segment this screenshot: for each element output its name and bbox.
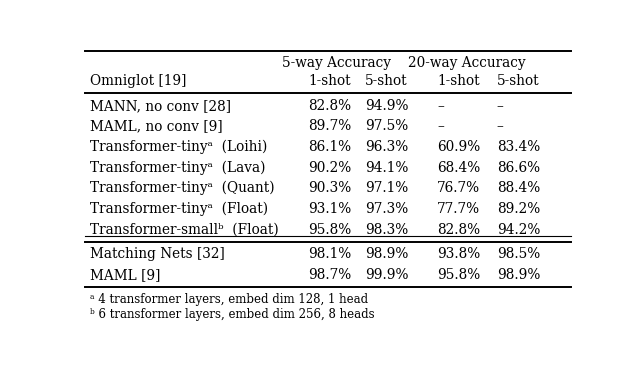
Text: –: –	[497, 99, 504, 113]
Text: 20-way Accuracy: 20-way Accuracy	[408, 57, 525, 70]
Text: 98.3%: 98.3%	[365, 222, 408, 237]
Text: 98.5%: 98.5%	[497, 247, 540, 261]
Text: 60.9%: 60.9%	[437, 140, 481, 154]
Text: 96.3%: 96.3%	[365, 140, 408, 154]
Text: 82.8%: 82.8%	[437, 222, 480, 237]
Text: 98.9%: 98.9%	[497, 268, 540, 282]
Text: 1-shot: 1-shot	[308, 74, 351, 88]
Text: 97.5%: 97.5%	[365, 119, 408, 133]
Text: –: –	[437, 99, 444, 113]
Text: MAML [9]: MAML [9]	[90, 268, 160, 282]
Text: Matching Nets [32]: Matching Nets [32]	[90, 247, 225, 261]
Text: Transformer-tinyᵃ  (Float): Transformer-tinyᵃ (Float)	[90, 202, 268, 216]
Text: 83.4%: 83.4%	[497, 140, 540, 154]
Text: 5-way Accuracy: 5-way Accuracy	[282, 57, 392, 70]
Text: MAML, no conv [9]: MAML, no conv [9]	[90, 119, 223, 133]
Text: 86.6%: 86.6%	[497, 161, 540, 175]
Text: 90.2%: 90.2%	[308, 161, 351, 175]
Text: 98.1%: 98.1%	[308, 247, 351, 261]
Text: 99.9%: 99.9%	[365, 268, 409, 282]
Text: ᵃ 4 transformer layers, embed dim 128, 1 head: ᵃ 4 transformer layers, embed dim 128, 1…	[90, 293, 368, 306]
Text: 94.1%: 94.1%	[365, 161, 408, 175]
Text: 89.7%: 89.7%	[308, 119, 351, 133]
Text: Omniglot [19]: Omniglot [19]	[90, 74, 186, 88]
Text: Transformer-smallᵇ  (Float): Transformer-smallᵇ (Float)	[90, 222, 278, 237]
Text: 5-shot: 5-shot	[365, 74, 408, 88]
Text: 97.3%: 97.3%	[365, 202, 408, 216]
Text: Transformer-tinyᵃ  (Quant): Transformer-tinyᵃ (Quant)	[90, 181, 275, 196]
Text: 94.2%: 94.2%	[497, 222, 540, 237]
Text: 98.7%: 98.7%	[308, 268, 351, 282]
Text: 77.7%: 77.7%	[437, 202, 480, 216]
Text: 93.8%: 93.8%	[437, 247, 481, 261]
Text: 5-shot: 5-shot	[497, 74, 540, 88]
Text: 86.1%: 86.1%	[308, 140, 351, 154]
Text: 68.4%: 68.4%	[437, 161, 481, 175]
Text: –: –	[497, 119, 504, 133]
Text: 93.1%: 93.1%	[308, 202, 351, 216]
Text: Transformer-tinyᵃ  (Lava): Transformer-tinyᵃ (Lava)	[90, 160, 266, 175]
Text: 82.8%: 82.8%	[308, 99, 351, 113]
Text: 94.9%: 94.9%	[365, 99, 409, 113]
Text: 98.9%: 98.9%	[365, 247, 408, 261]
Text: 97.1%: 97.1%	[365, 181, 408, 195]
Text: ᵇ 6 transformer layers, embed dim 256, 8 heads: ᵇ 6 transformer layers, embed dim 256, 8…	[90, 308, 374, 321]
Text: 76.7%: 76.7%	[437, 181, 480, 195]
Text: –: –	[437, 119, 444, 133]
Text: 88.4%: 88.4%	[497, 181, 540, 195]
Text: 95.8%: 95.8%	[437, 268, 481, 282]
Text: 95.8%: 95.8%	[308, 222, 351, 237]
Text: 1-shot: 1-shot	[437, 74, 480, 88]
Text: MANN, no conv [28]: MANN, no conv [28]	[90, 99, 231, 113]
Text: 89.2%: 89.2%	[497, 202, 540, 216]
Text: Transformer-tinyᵃ  (Loihi): Transformer-tinyᵃ (Loihi)	[90, 140, 268, 154]
Text: 90.3%: 90.3%	[308, 181, 351, 195]
